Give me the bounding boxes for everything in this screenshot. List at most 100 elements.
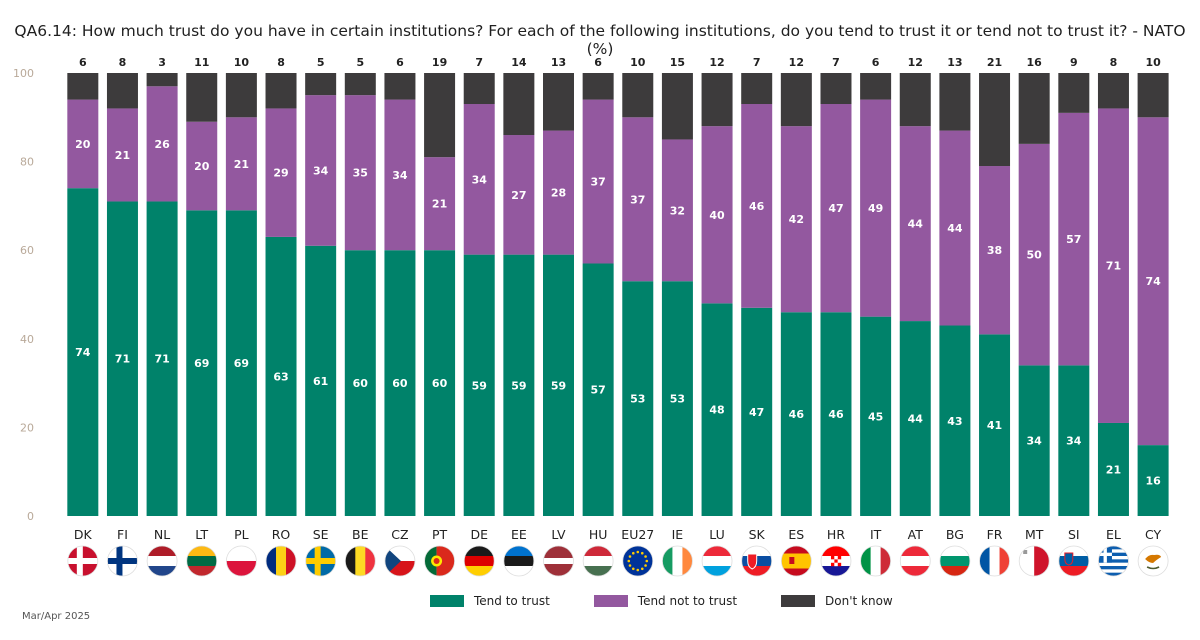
data-label-not-trust: 46: [749, 200, 765, 213]
category-label: HU: [589, 527, 608, 542]
slovakia-flag-icon: [741, 545, 773, 577]
category-label: FR: [987, 527, 1003, 542]
bar-dont-know: [622, 73, 654, 118]
finland-flag-icon: [107, 545, 138, 577]
category-label: CZ: [391, 527, 408, 542]
data-label-trust: 53: [630, 393, 645, 406]
bar-trust: [860, 316, 892, 516]
bar-trust: [1018, 365, 1050, 516]
denmark-flag-icon: [67, 545, 99, 577]
bar-trust: [582, 263, 614, 516]
bar-dont-know: [106, 73, 138, 109]
data-label-dont-know: 6: [79, 56, 87, 69]
bar-trust: [384, 250, 416, 516]
data-label-not-trust: 38: [987, 244, 1002, 257]
bar-dont-know: [503, 73, 535, 136]
category-label: FI: [117, 527, 128, 542]
data-label-not-trust: 21: [234, 158, 249, 171]
data-label-dont-know: 3: [158, 56, 166, 69]
bar-not-trust: [860, 99, 892, 317]
bar-not-trust: [1018, 143, 1050, 366]
sweden-flag-icon: [305, 545, 337, 577]
bar-dont-know: [1058, 73, 1090, 113]
data-label-trust: 69: [194, 357, 209, 370]
data-label-not-trust: 44: [908, 218, 924, 231]
legend-swatch-trust: [430, 595, 464, 607]
stacked-bar-chart: 02040608010074206DK71218FI71263NL692011L…: [13, 56, 1169, 577]
bar-trust: [67, 188, 99, 516]
bar-trust: [424, 250, 456, 516]
bar-trust: [820, 312, 852, 516]
data-label-dont-know: 6: [594, 56, 602, 69]
bar-trust: [265, 236, 297, 516]
bar-trust: [344, 250, 376, 516]
category-label: BG: [946, 527, 964, 542]
portugal-flag-icon: [424, 545, 455, 577]
data-label-not-trust: 49: [868, 202, 883, 215]
bar-trust: [186, 210, 218, 516]
bar-trust: [463, 254, 495, 516]
data-label-not-trust: 20: [194, 160, 210, 173]
bar-dont-know: [899, 73, 931, 127]
bar-dont-know: [67, 73, 99, 100]
data-label-dont-know: 6: [872, 56, 880, 69]
germany-flag-icon: [463, 545, 495, 577]
bar-not-trust: [899, 126, 931, 322]
italy-flag-icon: [860, 545, 892, 577]
bar-trust: [146, 201, 178, 516]
luxembourg-flag-icon: [701, 545, 733, 577]
bar-not-trust: [939, 130, 971, 326]
bar-dont-know: [305, 73, 337, 96]
bar-not-trust: [424, 157, 456, 251]
bar-dont-know: [979, 73, 1011, 167]
bar-dont-know: [661, 73, 693, 140]
y-tick-label: 40: [20, 333, 34, 346]
data-label-dont-know: 16: [1027, 56, 1043, 69]
data-label-trust: 46: [828, 408, 844, 421]
data-label-dont-know: 19: [432, 56, 447, 69]
data-label-trust: 34: [1027, 435, 1043, 448]
estonia-flag-icon: [503, 545, 535, 577]
bar-trust: [1097, 422, 1129, 516]
y-tick-label: 20: [20, 421, 34, 434]
data-label-trust: 44: [908, 413, 924, 426]
latvia-flag-icon: [543, 545, 574, 577]
data-label-trust: 34: [1066, 435, 1082, 448]
bar-dont-know: [1097, 73, 1129, 109]
bar-not-trust: [1097, 108, 1129, 423]
data-label-not-trust: 28: [551, 187, 566, 200]
data-label-trust: 21: [1106, 463, 1121, 476]
bar-trust: [225, 210, 257, 516]
bar-not-trust: [225, 117, 257, 211]
category-label: AT: [908, 527, 924, 542]
data-label-trust: 45: [868, 410, 883, 423]
bar-dont-know: [939, 73, 971, 131]
data-label-not-trust: 32: [670, 204, 685, 217]
data-label-not-trust: 50: [1027, 249, 1043, 262]
bar-dont-know: [741, 73, 773, 105]
legend-label-not-trust: Tend not to trust: [637, 594, 738, 608]
bulgaria-flag-icon: [939, 545, 971, 577]
eu-flag-icon: [622, 545, 654, 577]
bar-dont-know: [543, 73, 574, 131]
data-label-not-trust: 40: [709, 209, 725, 222]
data-label-not-trust: 37: [630, 193, 645, 206]
lithuania-flag-icon: [186, 545, 218, 577]
category-label: LT: [195, 527, 208, 542]
data-label-dont-know: 8: [119, 56, 127, 69]
category-label: PL: [234, 527, 249, 542]
data-label-not-trust: 34: [392, 169, 408, 182]
data-label-dont-know: 21: [987, 56, 1002, 69]
hungary-flag-icon: [582, 545, 614, 577]
data-label-dont-know: 12: [789, 56, 804, 69]
bar-not-trust: [820, 104, 852, 313]
bar-not-trust: [1058, 112, 1090, 366]
data-label-trust: 53: [670, 393, 685, 406]
legend-swatch-not-trust: [593, 595, 628, 607]
romania-flag-icon: [265, 545, 297, 577]
bar-trust: [899, 321, 931, 516]
bar-not-trust: [503, 135, 535, 255]
data-label-trust: 46: [789, 408, 805, 421]
data-label-dont-know: 10: [234, 56, 250, 69]
data-label-trust: 47: [749, 406, 764, 419]
